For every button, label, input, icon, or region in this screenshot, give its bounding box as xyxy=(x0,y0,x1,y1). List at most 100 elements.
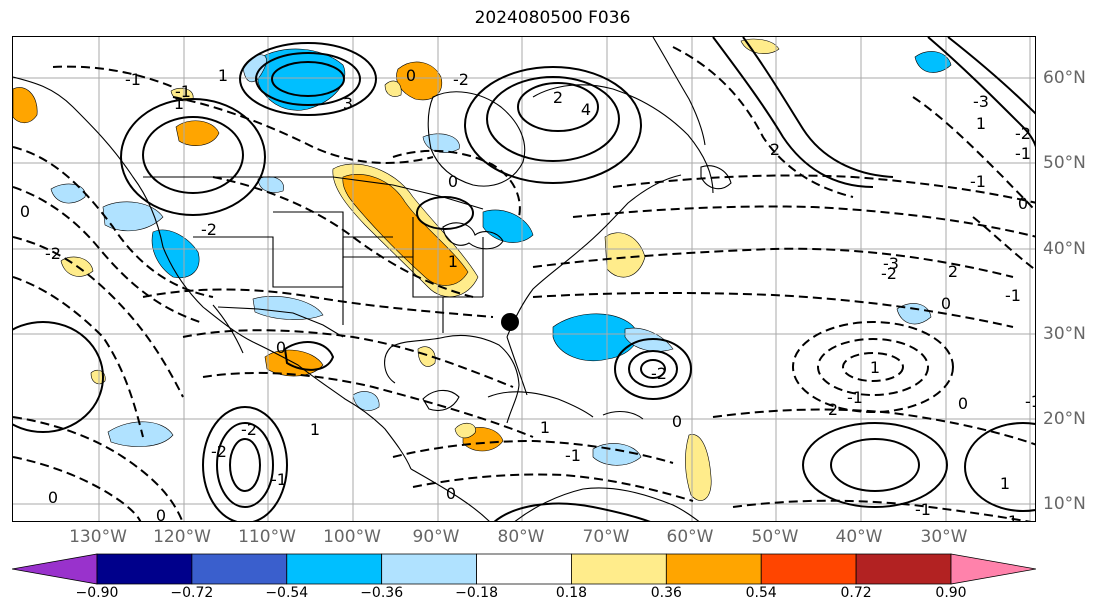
contour-neg-epac-2 xyxy=(13,456,142,521)
contour-label: -2 xyxy=(241,420,257,439)
fill-yellow-hudson-north xyxy=(384,80,402,97)
contour-neg-pacific-2 xyxy=(13,186,204,324)
contour-label: 1 xyxy=(448,252,458,271)
contour-label: 2 xyxy=(770,140,780,159)
contour-label: -1 xyxy=(1025,392,1036,411)
contour-neg-midatl-3 xyxy=(842,352,904,382)
contour-labels: 0 -23 242-3-11-20-201-2 1-1-2 20 -12-3-2-101-… xyxy=(20,66,1036,521)
contour-label: -1 xyxy=(915,500,931,519)
border-us-canada xyxy=(143,176,484,210)
colorbar-swatch xyxy=(571,553,667,585)
colorbar-tick-label: 0.36 xyxy=(650,585,682,601)
map-panel: 0 -2 3 2 4 2 -3 -1 1 -2 0 -2 0 1 -2 1 -1 -2 2 0 -1 2 -3 -2 -1 0 1-… xyxy=(12,36,1036,522)
latitude-label: 60°N xyxy=(1043,68,1086,88)
colorbar-extend-low xyxy=(12,553,98,585)
contour-label: -2 xyxy=(651,364,667,383)
contour-label: 1 xyxy=(310,420,320,439)
anomaly-contours xyxy=(13,37,1035,521)
contour-pos-ne-jet-3 xyxy=(927,37,1035,148)
contour-pos-atlantic-1 xyxy=(614,338,692,400)
contour-label: -2 xyxy=(45,244,61,263)
colorbar xyxy=(12,553,1036,585)
colorbar-tick-label: 0.54 xyxy=(745,585,777,601)
border-state-central xyxy=(273,211,483,298)
contour-pos-epac-1 xyxy=(202,406,288,521)
colorbar-tick-label: 0.90 xyxy=(935,585,967,601)
contour-pos-ne-jet-2 xyxy=(742,37,894,178)
contour-neg-trop-east-2 xyxy=(732,499,1032,521)
contour-pos-ne-jet-4 xyxy=(947,37,1035,115)
contour-label: 2 xyxy=(828,400,838,419)
coast-south-america xyxy=(514,487,700,521)
map-canvas: 0 -23 242-3-11-20-201-2 1-1-2 20 -12-3-2-101-… xyxy=(13,37,1036,521)
fill-lightblue-alaska-gulf xyxy=(50,183,86,204)
fill-lightblue-mexico xyxy=(252,296,324,320)
contour-label: 2 xyxy=(948,262,958,281)
fill-yellow-east-pacific xyxy=(90,369,106,385)
longitude-label: 60°W xyxy=(666,527,714,547)
contour-neg-ne-east-3 xyxy=(972,216,1035,271)
contour-neg-atl-4 xyxy=(612,174,1035,204)
contour-label: 0 xyxy=(941,294,951,313)
fill-blue-great-lakes xyxy=(482,209,534,243)
fill-blue-west-coast xyxy=(151,229,200,279)
coast-baja xyxy=(212,304,244,354)
colorbar-swatch xyxy=(191,553,288,585)
border-state-east xyxy=(342,217,484,333)
contour-neg-atl-3 xyxy=(572,205,1035,238)
contour-pos-atlantic-3 xyxy=(640,359,666,379)
contour-label: -2 xyxy=(881,264,897,283)
coast-east-us xyxy=(506,174,682,338)
coastlines-borders xyxy=(13,37,732,521)
contour-label: 0 xyxy=(276,338,286,357)
colorbar-swatch xyxy=(760,553,857,585)
contour-label: -1 xyxy=(565,446,581,465)
fill-yellow-labrador xyxy=(740,38,780,54)
contour-neg-ne-2 xyxy=(912,96,1035,213)
contour-label: -1 xyxy=(175,82,191,101)
coast-gulf-of-mexico xyxy=(384,334,520,424)
fill-lightblue-hudson xyxy=(422,133,460,153)
coast-hispaniola xyxy=(602,410,644,420)
longitude-label: 120°W xyxy=(153,527,211,547)
colorbar-swatch xyxy=(665,553,762,585)
coast-greenland-south xyxy=(652,37,706,146)
colorbar-tick-label: −0.36 xyxy=(360,585,404,601)
contour-pos-east-1 xyxy=(964,422,1035,512)
contour-neg-atl-1 xyxy=(532,247,1014,278)
contour-label: 1 xyxy=(1000,474,1010,493)
contour-neg-trop-east-1 xyxy=(712,408,1035,446)
fill-yellow-off-newengland xyxy=(604,232,646,278)
contour-pos-ne-jet-1 xyxy=(712,37,874,188)
fill-orange-plains-ridge xyxy=(342,173,469,286)
map-title: 2024080500 F036 xyxy=(474,8,631,28)
contour-label: -1 xyxy=(847,388,863,407)
contour-label: -3 xyxy=(883,254,899,273)
colorbar-tick-label: −0.18 xyxy=(455,585,498,601)
contour-neg-pacific-4 xyxy=(13,276,144,438)
contour-label: -1 xyxy=(1015,144,1031,163)
contour-neg-atl-2 xyxy=(532,291,1014,328)
contour-label: -2 xyxy=(453,70,469,89)
contour-pos-atlantic-2 xyxy=(628,350,678,388)
latitude-label: 10°N xyxy=(1043,494,1086,514)
coast-hudson-bay xyxy=(427,91,526,187)
longitude-label: 130°W xyxy=(69,527,127,547)
fill-blue-north-atlantic xyxy=(914,51,952,73)
contour-pos-epac-2 xyxy=(216,422,274,508)
contour-label: 1 xyxy=(218,66,228,85)
fill-lightblue-caribbean xyxy=(592,443,642,466)
contour-label: -2 xyxy=(211,442,227,461)
coast-central-america xyxy=(410,468,490,521)
contour-label: 0 xyxy=(20,202,30,221)
fill-orange-nw-canada xyxy=(175,120,220,146)
contour-label: 1 xyxy=(870,358,880,377)
longitude-label: 90°W xyxy=(412,527,460,547)
fill-yellow-tropical-atlantic xyxy=(685,434,712,501)
contour-neg-carib-2 xyxy=(412,473,694,502)
contour-label: 3 xyxy=(343,94,353,113)
contour-pos-nw-1 xyxy=(239,42,377,116)
contour-label: 0 xyxy=(406,66,416,85)
contour-neg-canada-west xyxy=(52,65,174,88)
border-state-west xyxy=(193,236,393,288)
